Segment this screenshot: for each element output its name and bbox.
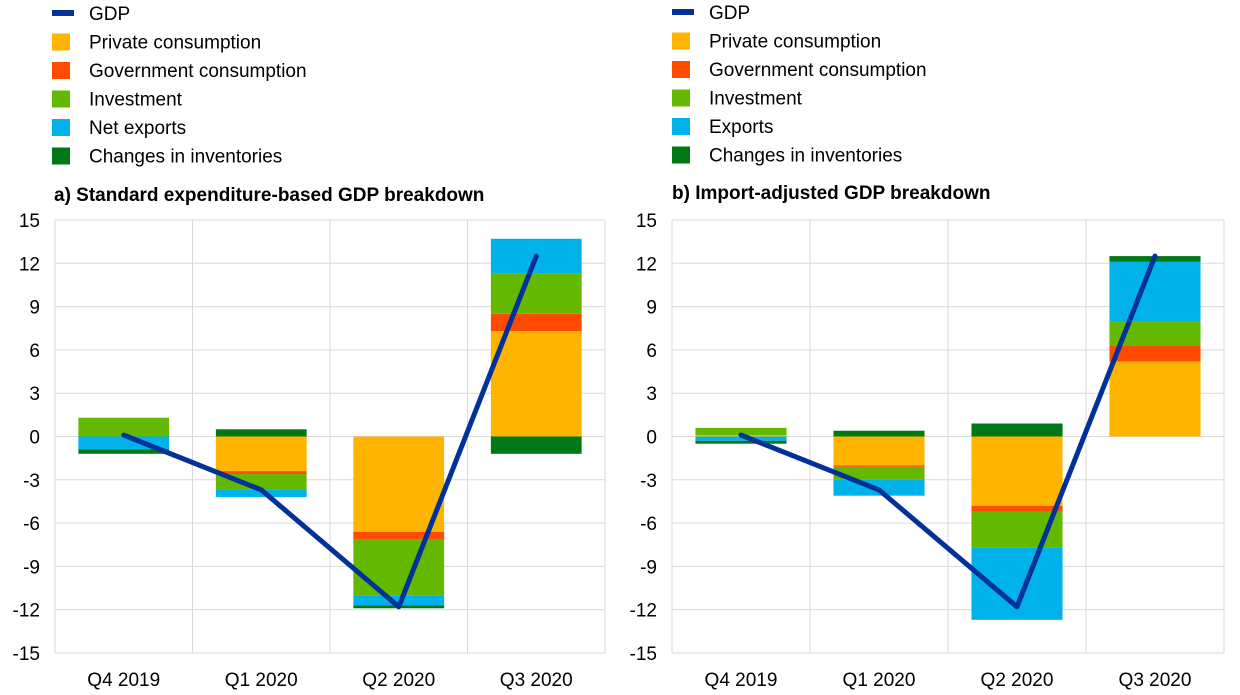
y-tick-label: 9: [646, 298, 657, 319]
legend-swatch-private-consumption: [672, 32, 690, 50]
bar-investment-q2-2020: [353, 538, 445, 596]
legend-label-government-consumption: Government consumption: [709, 60, 927, 81]
bar-changes-in-inventories-q4-2019: [78, 449, 170, 454]
bar-government-consumption-q3-2020: [1109, 345, 1201, 362]
legend-label-changes-in-inventories: Changes in inventories: [709, 146, 902, 167]
bar-changes-in-inventories-q1-2020: [215, 429, 307, 437]
legend-label-exports: Exports: [709, 117, 773, 138]
y-tick-label: -12: [13, 601, 40, 622]
chart-panel-a: GDP Private consumption Government consump…: [13, 4, 606, 691]
legend-label-gdp: GDP: [89, 4, 130, 25]
gdp-line: [121, 253, 539, 610]
legend-swatch-changes-in-inventories: [672, 146, 690, 164]
x-tick-label: Q1 2020: [843, 670, 916, 691]
y-tick-label: 12: [19, 254, 40, 275]
bar-exports-q4-2019: [695, 436, 787, 441]
legend-swatch-gdp: [672, 9, 694, 15]
bar-investment-q4-2019: [695, 427, 787, 436]
y-tick-label: 15: [636, 211, 657, 232]
legend-swatch-government-consumption: [52, 62, 70, 79]
bar-private-consumption-q2-2020: [971, 436, 1063, 506]
legend-swatch-changes-in-inventories: [52, 147, 70, 165]
y-tick-label: -12: [630, 601, 657, 622]
legend-swatch-investment: [52, 90, 70, 108]
bar-changes-in-inventories-q4-2019: [695, 440, 787, 444]
legend-label-changes-in-inventories: Changes in inventories: [89, 147, 282, 168]
bar-investment-q3-2020: [490, 273, 582, 314]
y-tick-label: 3: [29, 384, 40, 405]
y-tick-label: -6: [640, 514, 657, 535]
bar-investment-q1-2020: [215, 474, 307, 490]
gdp-line: [738, 253, 1158, 610]
legend-label-net-exports: Net exports: [89, 118, 186, 139]
bar-changes-in-inventories-q3-2020: [490, 436, 582, 454]
bar-government-consumption-q1-2020: [833, 465, 925, 467]
legend-swatch-government-consumption: [672, 61, 690, 78]
y-tick-label: 12: [636, 254, 657, 275]
bar-private-consumption-q2-2020: [353, 436, 445, 532]
y-tick-label: 15: [19, 211, 40, 232]
legend-label-government-consumption: Government consumption: [89, 61, 307, 82]
legend-swatch-exports: [672, 118, 690, 135]
bar-exports-q3-2020: [1109, 261, 1201, 322]
bar-private-consumption-q1-2020: [833, 436, 925, 466]
y-tick-label: 0: [29, 428, 40, 449]
y-tick-label: -3: [23, 471, 40, 492]
bar-changes-in-inventories-q2-2020: [971, 423, 1063, 437]
y-tick-label: 0: [646, 428, 657, 449]
bar-investment-q1-2020: [833, 466, 925, 480]
bar-private-consumption-q1-2020: [215, 436, 307, 472]
chart-panel-b: GDP Private consumption Government consump…: [630, 3, 1225, 691]
x-tick-label: Q4 2019: [705, 670, 778, 691]
y-tick-label: -9: [23, 557, 40, 578]
y-tick-label: -9: [640, 557, 657, 578]
bar-government-consumption-q1-2020: [215, 471, 307, 475]
legend-swatch-gdp: [52, 10, 74, 16]
legend-swatch-private-consumption: [52, 33, 70, 51]
legend-label-private-consumption: Private consumption: [709, 32, 881, 53]
x-tick-label: Q3 2020: [1119, 670, 1192, 691]
y-tick-label: -15: [630, 644, 657, 665]
x-tick-label: Q4 2019: [87, 670, 160, 691]
bar-government-consumption-q2-2020: [971, 505, 1063, 512]
chart-title: b) Import-adjusted GDP breakdown: [672, 183, 990, 204]
y-tick-label: 9: [29, 298, 40, 319]
y-tick-label: 6: [646, 341, 657, 362]
legend-label-investment: Investment: [709, 89, 803, 110]
y-tick-label: 6: [29, 341, 40, 362]
legend-label-private-consumption: Private consumption: [89, 33, 261, 54]
bar-changes-in-inventories-q1-2020: [833, 430, 925, 437]
x-tick-label: Q2 2020: [362, 670, 435, 691]
bar-government-consumption-q2-2020: [353, 531, 445, 539]
legend-label-investment: Investment: [89, 90, 183, 111]
y-tick-label: 3: [646, 384, 657, 405]
bar-private-consumption-q3-2020: [1109, 361, 1201, 437]
chart-title: a) Standard expenditure-based GDP breakd…: [54, 185, 484, 206]
bar-government-consumption-q3-2020: [490, 313, 582, 332]
y-tick-label: -15: [13, 644, 40, 665]
x-tick-label: Q1 2020: [225, 670, 298, 691]
x-tick-label: Q3 2020: [500, 670, 573, 691]
legend-swatch-net-exports: [52, 119, 70, 136]
legend-label-gdp: GDP: [709, 3, 750, 24]
bar-private-consumption-q3-2020: [490, 331, 582, 437]
bar-investment-q4-2019: [78, 417, 170, 437]
x-tick-label: Q2 2020: [981, 670, 1054, 691]
y-tick-label: -3: [640, 471, 657, 492]
bar-net-exports-q1-2020: [215, 489, 307, 498]
y-tick-label: -6: [23, 514, 40, 535]
legend-swatch-investment: [672, 89, 690, 107]
